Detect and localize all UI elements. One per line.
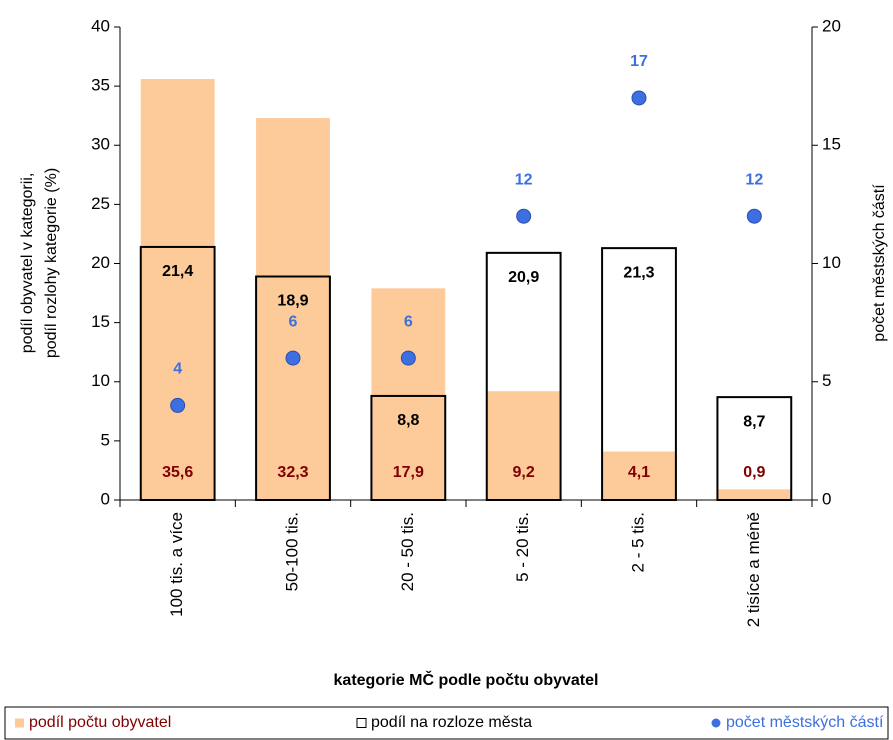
data-label: 20,9 (508, 269, 539, 286)
y-axis-label: podíl rozlohy kategorie (%) (43, 168, 60, 358)
legend-label: podíl počtu obyvatel (29, 714, 171, 731)
bar (256, 118, 330, 501)
data-label: 6 (289, 313, 298, 330)
y2-tick-label: 15 (822, 135, 841, 154)
x-tick-label: 2 tisíce a méně (744, 512, 763, 627)
data-label: 12 (745, 171, 763, 188)
y-tick-label: 20 (91, 253, 110, 272)
data-label: 4 (173, 361, 182, 378)
x-tick-label: 20 - 50 tis. (398, 512, 417, 591)
y-tick-label: 40 (91, 16, 110, 35)
x-tick-label: 5 - 20 tis. (513, 512, 532, 582)
y-tick-label: 30 (91, 135, 110, 154)
legend-marker (711, 718, 721, 728)
data-label: 0,9 (743, 464, 765, 481)
legend-label: počet městských částí (726, 714, 884, 731)
data-label: 8,7 (743, 413, 765, 430)
bar (486, 391, 561, 500)
point (285, 350, 301, 366)
bar (602, 451, 676, 500)
data-label: 4,1 (628, 464, 650, 481)
legend-marker (15, 718, 24, 728)
y2-axis-label: počet městských částí (871, 184, 888, 342)
data-label: 8,8 (397, 412, 419, 429)
point (631, 90, 647, 106)
x-tick-label: 100 tis. a více (167, 512, 186, 617)
y-tick-label: 5 (101, 430, 110, 449)
data-label: 9,2 (513, 464, 535, 481)
y2-tick-label: 10 (822, 253, 841, 272)
bar (371, 288, 446, 500)
data-label: 6 (404, 313, 413, 330)
y2-tick-label: 20 (822, 16, 841, 35)
data-label: 35,6 (162, 464, 193, 481)
data-label: 12 (515, 171, 533, 188)
y2-tick-label: 5 (822, 371, 831, 390)
point (516, 208, 532, 224)
data-label: 17,9 (393, 464, 424, 481)
y-tick-label: 35 (91, 76, 110, 95)
x-axis-label: kategorie MČ podle počtu obyvatel (334, 670, 599, 689)
legend-label: podíl na rozloze města (371, 714, 532, 731)
data-label: 21,4 (162, 263, 193, 280)
y-tick-label: 15 (91, 312, 110, 331)
y-axis-label: podíl obyvatel v kategorii, (19, 173, 36, 354)
bar (717, 489, 792, 500)
point (170, 397, 186, 413)
data-label: 32,3 (277, 464, 308, 481)
y-tick-label: 25 (91, 194, 110, 213)
point (400, 350, 416, 366)
x-tick-label: 50-100 tis. (282, 512, 301, 591)
point (746, 208, 762, 224)
data-label: 18,9 (277, 293, 308, 310)
data-label: 21,3 (623, 264, 654, 281)
legend-marker (356, 718, 367, 728)
y-tick-label: 0 (101, 489, 110, 508)
bar (140, 79, 215, 500)
data-label: 17 (630, 53, 648, 70)
legend-box (4, 706, 889, 740)
y-tick-label: 10 (91, 371, 110, 390)
x-tick-label: 2 - 5 tis. (628, 512, 647, 572)
y2-tick-label: 0 (822, 489, 831, 508)
